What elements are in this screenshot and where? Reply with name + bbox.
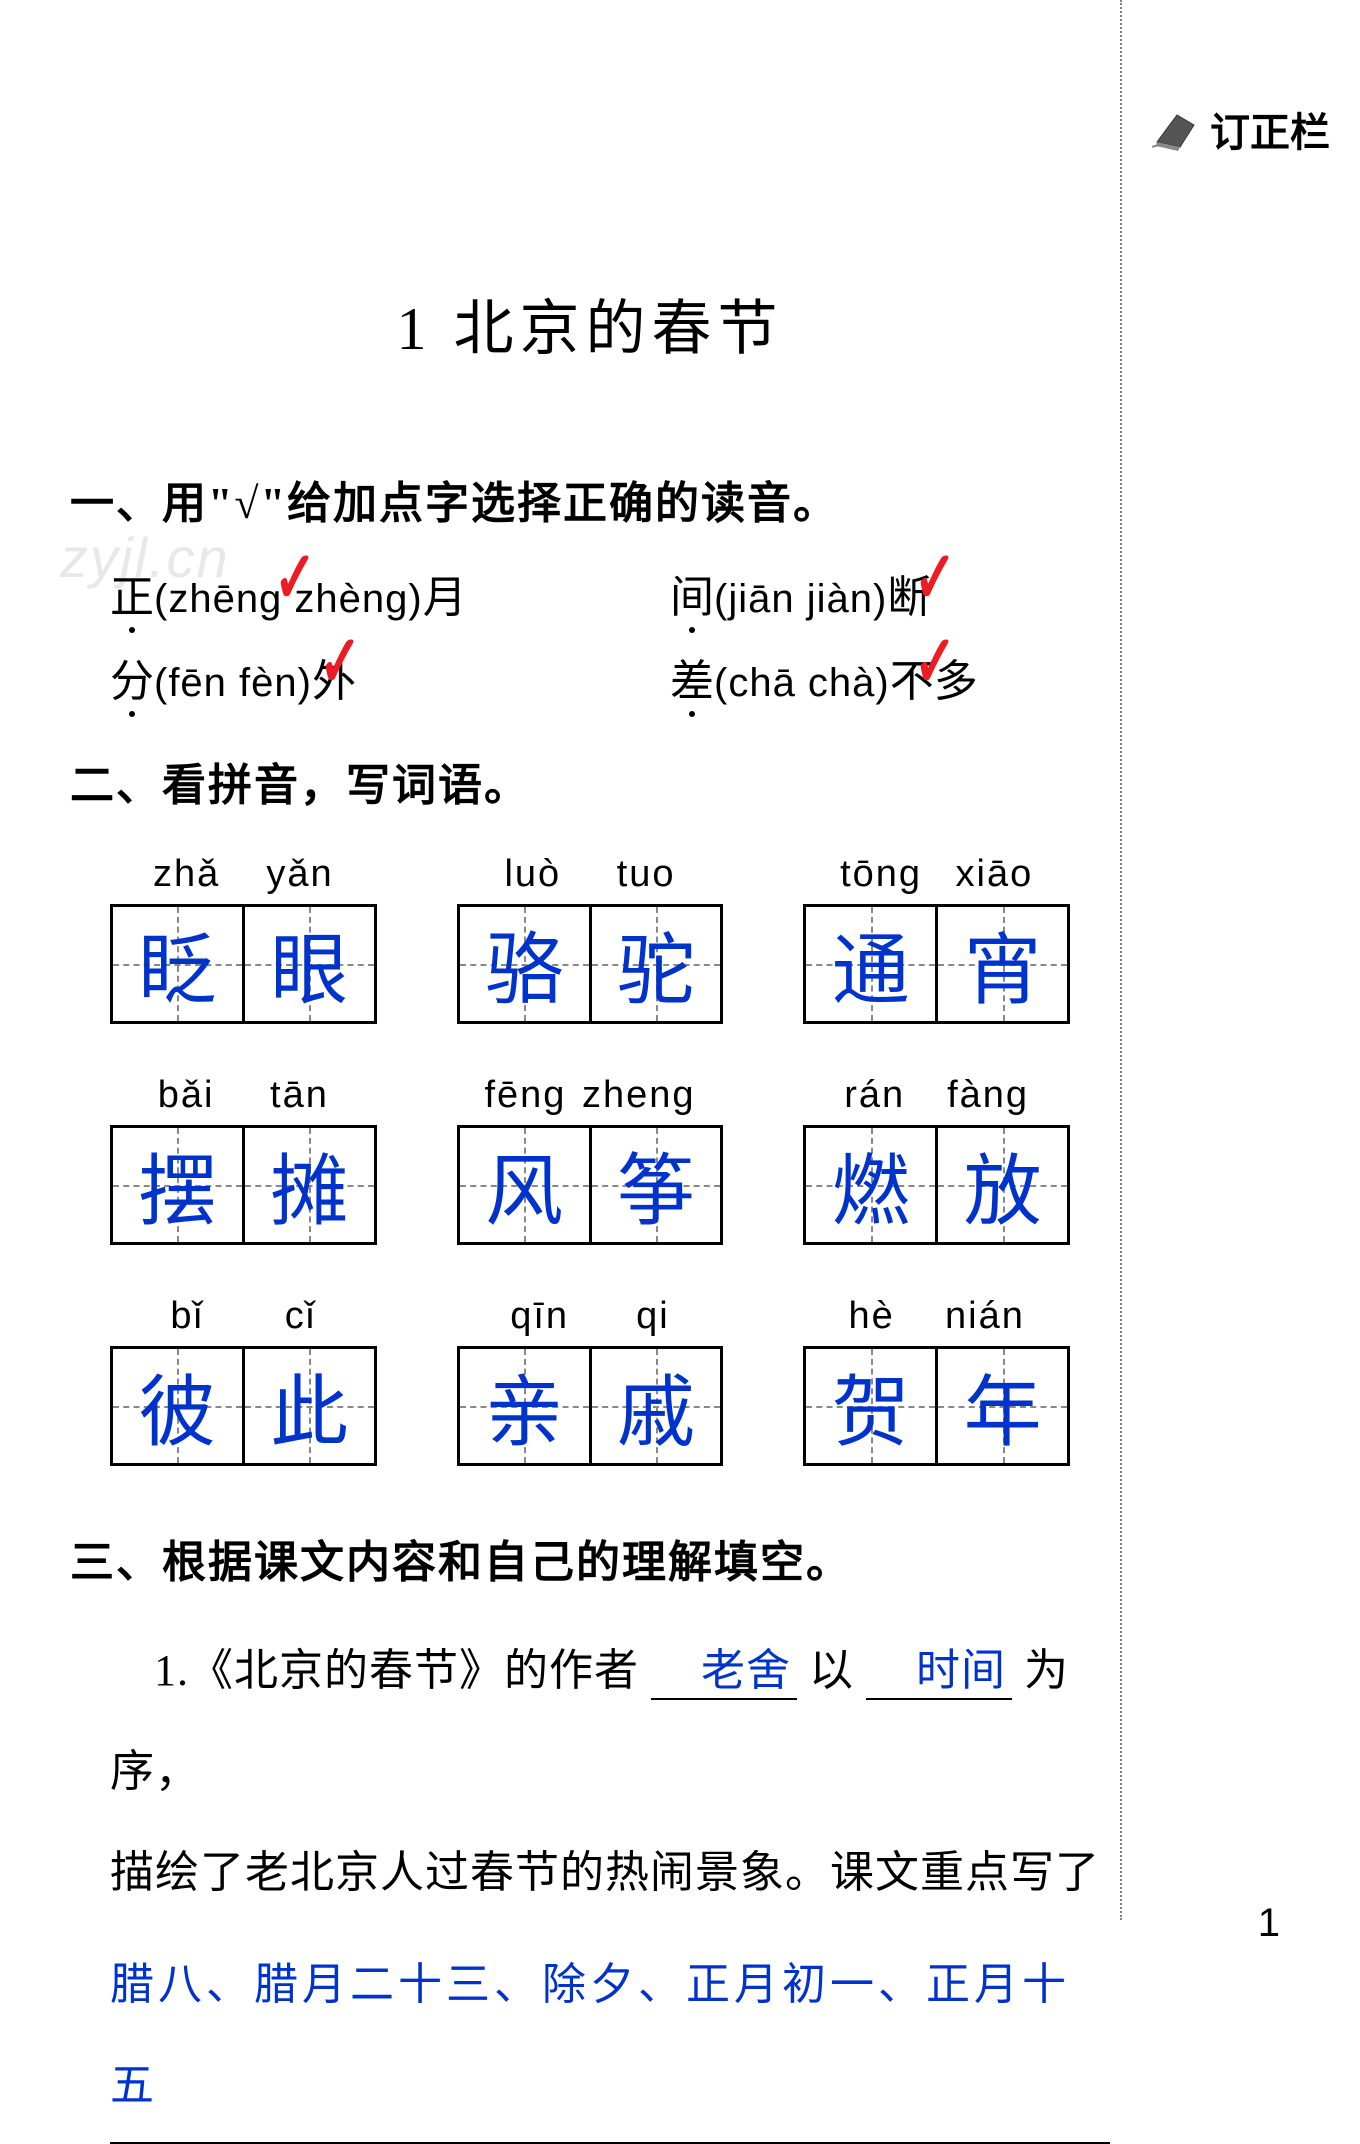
q3-line-2: 描绘了老北京人过春节的热闹景象。课文重点写了 [110,1822,1110,1923]
word-unit-0: zhǎyǎn 眨眼 [110,853,377,1024]
q1-item-1: 间 (jiān jiàn) 断 ✓ [670,561,1110,625]
book-icon [1152,107,1202,152]
char-box: 摆 [113,1128,242,1242]
char-box: 眼 [242,907,374,1021]
q1-item-3: 差 (chā chà) 不多 ✓ [670,645,1110,709]
q3-line-1: 1.《北京的春节》的作者 老舍 以 时间 为序， [110,1620,1110,1822]
word-unit-5: ránfàng 燃放 [803,1074,1070,1245]
word-unit-2: tōngxiāo 通宵 [803,853,1070,1024]
pinyin-label: tōngxiāo [803,853,1070,896]
char-box-pair: 通宵 [803,904,1070,1024]
pinyin-label: fēngzheng [457,1074,724,1117]
q1-suffix-3: 不多 [890,645,978,709]
char-box: 彼 [113,1349,242,1463]
pinyin-label: bǎitān [110,1074,377,1117]
q1-char-3: 差 [670,645,714,709]
char-box: 此 [242,1349,374,1463]
q1-char-1: 间 [670,561,714,625]
char-box: 骆 [460,907,589,1021]
q1-choices-1: (jiān jiàn) [714,577,887,622]
char-box-pair: 摆摊 [110,1125,377,1245]
word-unit-1: luòtuo 骆驼 [457,853,724,1024]
q1-row-1: 正 (zhēng zhèng) 月 ✓ 间 (jiān jiàn) 断 ✓ [110,561,1110,625]
q1-suffix-0: 月 [423,561,467,625]
char-box: 宵 [935,907,1067,1021]
char-box-pair: 骆驼 [457,904,724,1024]
q1-grid: 正 (zhēng zhèng) 月 ✓ 间 (jiān jiàn) 断 ✓ 分 … [110,561,1110,709]
char-box: 风 [460,1128,589,1242]
q3-blank-dates: 腊八、腊月二十三、除夕、正月初一、正月十五 [110,1934,1110,2144]
q1-item-0: 正 (zhēng zhèng) 月 ✓ [110,561,670,625]
char-box: 筝 [589,1128,721,1242]
q1-choices-0: (zhēng zhèng) [154,577,423,622]
content-area: 1 北京的春节 一、用"√"给加点字选择正确的读音。 正 (zhēng zhèn… [70,0,1110,2144]
word-unit-6: bǐcǐ 彼此 [110,1295,377,1466]
word-unit-8: hènián 贺年 [803,1295,1070,1466]
q1-choices-2: (fēn fèn) [154,661,312,706]
q1-char-0: 正 [110,561,154,625]
q3-prefix: 1.《北京的春节》的作者 [154,1646,639,1695]
q1-char-2: 分 [110,645,154,709]
q3-blank-author: 老舍 [651,1645,797,1700]
char-box: 摊 [242,1128,374,1242]
q2-grid: zhǎyǎn 眨眼 luòtuo 骆驼 tōngxiāo 通宵 bǎitān 摆摊 fēngzh… [110,853,1070,1466]
word-unit-7: qīnqi 亲戚 [457,1295,724,1466]
pinyin-label: bǐcǐ [110,1295,377,1338]
char-box-pair: 燃放 [803,1125,1070,1245]
char-box-pair: 彼此 [110,1346,377,1466]
pinyin-label: zhǎyǎn [110,853,377,896]
char-box-pair: 眨眼 [110,904,377,1024]
q1-suffix-2: 外 [312,645,356,709]
word-unit-3: bǎitān 摆摊 [110,1074,377,1245]
section-1-header: 一、用"√"给加点字选择正确的读音。 [70,467,1110,531]
char-box: 燃 [806,1128,935,1242]
char-box: 贺 [806,1349,935,1463]
q1-suffix-1: 断 [887,561,931,625]
pinyin-label: ránfàng [803,1074,1070,1117]
char-box: 通 [806,907,935,1021]
page-number: 1 [1258,1901,1280,1946]
char-box: 亲 [460,1349,589,1463]
q1-choices-3: (chā chà) [714,661,890,706]
q3-mid1: 以 [809,1646,854,1695]
worksheet-page: 订正栏 zyjl.cn 1 北京的春节 一、用"√"给加点字选择正确的读音。 正… [0,0,1360,1986]
word-unit-4: fēngzheng 风筝 [457,1074,724,1245]
section-2-header: 二、看拼音，写词语。 [70,749,1110,813]
pinyin-label: qīnqi [457,1295,724,1338]
char-box: 放 [935,1128,1067,1242]
correction-column: 订正栏 [1120,0,1360,1920]
pinyin-label: hènián [803,1295,1070,1338]
q3-blank-order: 时间 [866,1645,1012,1700]
char-box-pair: 风筝 [457,1125,724,1245]
page-title: 1 北京的春节 [70,280,1110,367]
char-box-pair: 亲戚 [457,1346,724,1466]
char-box: 年 [935,1349,1067,1463]
pinyin-label: luòtuo [457,853,724,896]
q1-item-2: 分 (fēn fèn) 外 ✓ [110,645,670,709]
char-box-pair: 贺年 [803,1346,1070,1466]
char-box: 戚 [589,1349,721,1463]
char-box: 驼 [589,907,721,1021]
correction-label: 订正栏 [1210,100,1330,158]
char-box: 眨 [113,907,242,1021]
correction-header: 订正栏 [1152,100,1330,158]
section-3-header: 三、根据课文内容和自己的理解填空。 [70,1526,1110,1590]
q1-row-2: 分 (fēn fèn) 外 ✓ 差 (chā chà) 不多 ✓ [110,645,1110,709]
q3-body: 1.《北京的春节》的作者 老舍 以 时间 为序， 描绘了老北京人过春节的热闹景象… [110,1620,1110,2144]
